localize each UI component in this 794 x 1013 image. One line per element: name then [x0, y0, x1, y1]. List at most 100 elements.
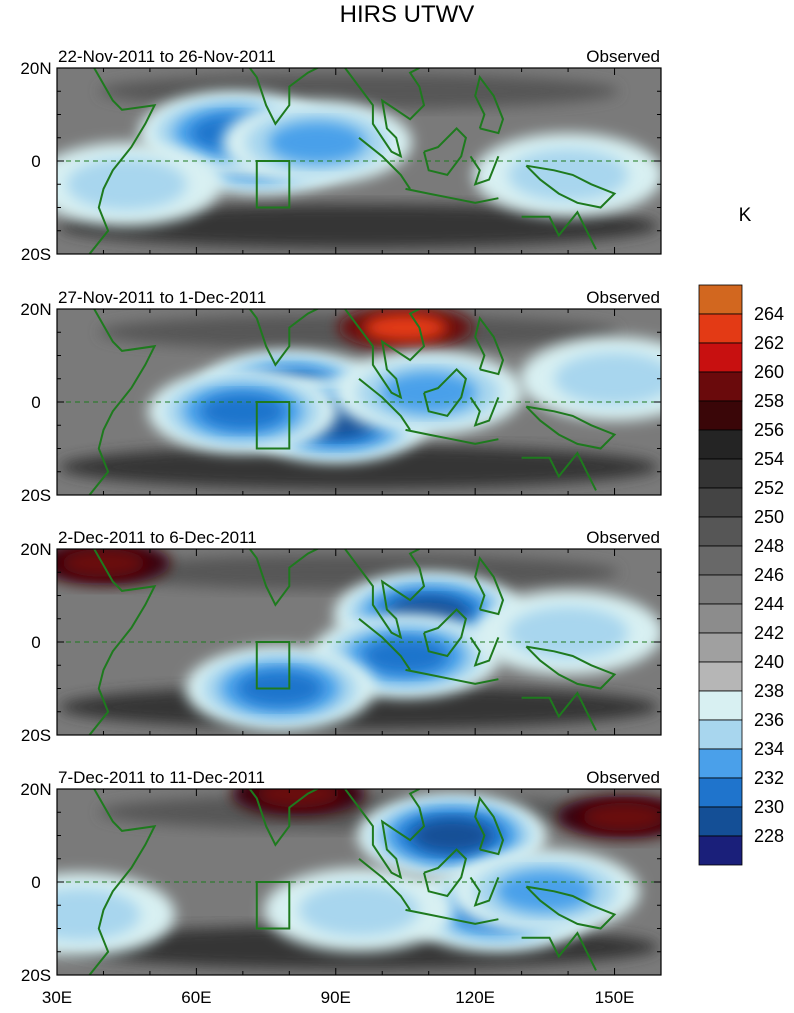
y-tick-label: 0 [31, 633, 40, 652]
colorbar-swatch [698, 806, 743, 837]
panel-observed-label: Observed [586, 528, 660, 547]
field-minimum [412, 819, 491, 852]
coastline [423, 367, 468, 418]
coastline [358, 378, 411, 431]
y-tick-label: 20S [21, 245, 51, 264]
coastline [344, 309, 426, 400]
coastline [469, 396, 500, 427]
colorbar-swatch [698, 574, 743, 605]
coastline [88, 789, 157, 975]
colorbar-swatch [698, 690, 743, 721]
panel-observed-label: Observed [586, 47, 660, 66]
colorbar-swatch [698, 545, 743, 576]
field-maximum [363, 313, 448, 342]
field-minimum [362, 637, 448, 674]
colorbar-swatch [698, 284, 743, 315]
map-panel-3: 2-Dec-2011 to 6-Dec-2011 Observed 20N 0 20S [20, 528, 662, 745]
colorbar-swatch [698, 835, 743, 866]
coastline [233, 789, 320, 847]
y-tick-label: 20S [21, 486, 51, 505]
coastline [423, 848, 468, 898]
x-tick-label: 30E [42, 988, 72, 1007]
region-box [255, 641, 291, 690]
coastline [525, 164, 617, 209]
colorbar-swatch [698, 342, 743, 373]
colorbar-tick-label: 248 [754, 536, 784, 556]
field-minimum [496, 870, 594, 912]
colorbar-swatch [698, 516, 743, 547]
colorbar-tick-label: 258 [754, 391, 784, 411]
coastline [423, 608, 468, 658]
x-tick-label: 150E [595, 988, 635, 1007]
colorbar-tick-label: 250 [754, 507, 784, 527]
coastline [423, 126, 468, 177]
region-box [255, 160, 291, 209]
field-minimum [268, 121, 366, 164]
coastline [525, 405, 617, 450]
field-band [99, 554, 619, 591]
colorbar-tick-label: 236 [754, 710, 784, 730]
coastline [469, 636, 500, 667]
panel-date-range: 7-Dec-2011 to 11-Dec-2011 [58, 768, 265, 787]
y-tick-label: 20N [20, 780, 51, 799]
colorbar-tick-label: 228 [754, 826, 784, 846]
coastline [469, 155, 500, 186]
colorbar-tick-label: 254 [754, 449, 784, 469]
colorbar-unit: K [739, 205, 752, 226]
field-4 [57, 789, 661, 975]
coastline [358, 137, 411, 190]
y-tick-label: 20N [20, 59, 51, 78]
y-tick-label: 0 [31, 393, 40, 412]
colorbar: K 228 230 232 234 236 238 240 242 244 246 248 250 252… [698, 205, 784, 866]
colorbar-swatch [698, 603, 743, 634]
field-maximum [61, 549, 146, 577]
colorbar-swatch [698, 748, 743, 779]
map-panel-4: 7-Dec-2011 to 11-Dec-2011 Observed 20N 0 20S… [20, 768, 662, 1007]
field-3 [57, 549, 661, 735]
coastline [88, 68, 157, 254]
field-band [59, 204, 659, 249]
field-maximum [581, 802, 661, 831]
colorbar-swatch [698, 719, 743, 750]
coastline [405, 428, 499, 445]
colorbar-tick-label: 262 [754, 333, 784, 353]
colorbar-swatch [698, 487, 743, 518]
coastline [405, 668, 499, 685]
colorbar-tick-label: 230 [754, 797, 784, 817]
field-minimum [380, 372, 478, 414]
x-tick-label: 90E [321, 988, 351, 1007]
colorbar-tick-label: 256 [754, 420, 784, 440]
coastline [469, 876, 500, 907]
field-band [59, 445, 659, 490]
coastline [474, 75, 505, 135]
field-minimum [508, 148, 629, 201]
coastline [405, 187, 499, 204]
field-2 [57, 309, 661, 495]
colorbar-swatch [698, 661, 743, 692]
panel-observed-label: Observed [586, 768, 660, 787]
panel-date-range: 22-Nov-2011 to 26-Nov-2011 [58, 47, 276, 66]
y-tick-label: 20N [20, 540, 51, 559]
y-tick-label: 20N [20, 300, 51, 319]
coastline [233, 549, 320, 607]
panel-observed-label: Observed [586, 288, 660, 307]
x-tick-label: 120E [455, 988, 495, 1007]
x-tick-label: 60E [181, 988, 211, 1007]
colorbar-tick-label: 244 [754, 594, 784, 614]
figure-title: HIRS UTWV [340, 1, 475, 28]
region-box [255, 401, 291, 450]
coastline [358, 858, 411, 911]
field-minimum [554, 352, 661, 405]
colorbar-tick-label: 242 [754, 623, 784, 643]
coastline [525, 885, 617, 930]
coastline [474, 796, 505, 856]
coastline [88, 549, 157, 735]
y-tick-label: 0 [31, 152, 40, 171]
colorbar-tick-label: 234 [754, 739, 784, 759]
colorbar-swatch [698, 429, 743, 460]
colorbar-swatch [698, 632, 743, 663]
colorbar-swatch [698, 400, 743, 431]
panel-date-range: 27-Nov-2011 to 1-Dec-2011 [58, 288, 266, 307]
field-maximum [256, 789, 341, 808]
